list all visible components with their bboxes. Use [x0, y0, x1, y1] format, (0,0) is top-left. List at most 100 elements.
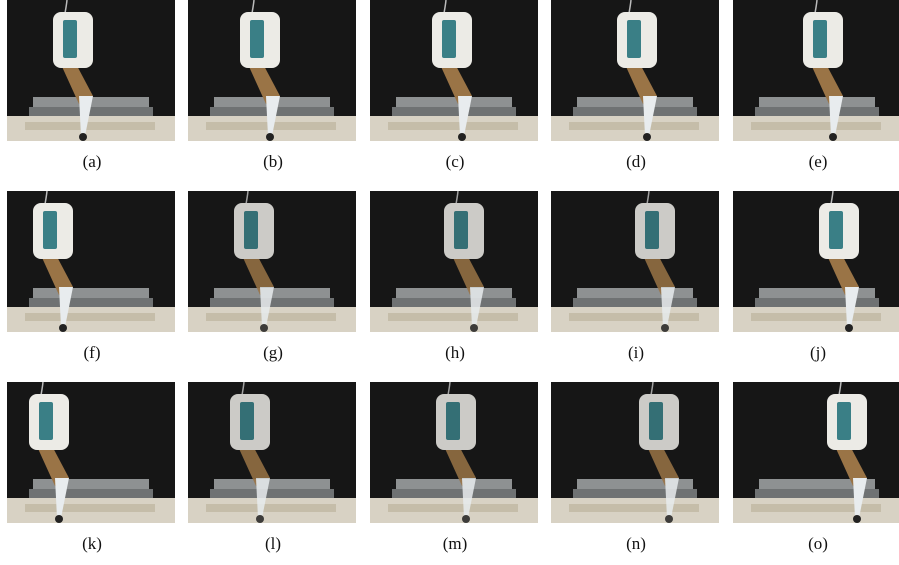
caption: (m) — [370, 534, 540, 554]
photo — [733, 382, 899, 523]
caption: (b) — [188, 152, 358, 172]
photo-panel: (e) — [733, 0, 899, 172]
caption: (i) — [551, 343, 721, 363]
platform-base — [29, 107, 153, 116]
photo-panel: (k) — [7, 382, 177, 554]
caption: (n) — [551, 534, 721, 554]
platform-base — [210, 489, 334, 498]
actuator-board — [837, 402, 851, 440]
floor-strip — [25, 504, 155, 512]
platform-base — [392, 107, 516, 116]
photo — [370, 382, 538, 523]
caption: (a) — [7, 152, 177, 172]
caption: (c) — [370, 152, 540, 172]
platform — [396, 479, 512, 489]
foot — [79, 133, 87, 141]
foot — [845, 324, 853, 332]
foot — [260, 324, 268, 332]
floor-strip — [751, 313, 881, 321]
platform — [577, 97, 693, 107]
platform-base — [573, 298, 697, 307]
photo — [188, 0, 356, 141]
foot — [665, 515, 673, 523]
platform — [214, 479, 330, 489]
platform — [33, 288, 149, 298]
platform-base — [573, 107, 697, 116]
floor-strip — [206, 313, 336, 321]
platform-base — [573, 489, 697, 498]
photo — [370, 0, 538, 141]
actuator-board — [43, 211, 57, 249]
actuator-board — [454, 211, 468, 249]
floor-strip — [25, 122, 155, 130]
platform — [396, 288, 512, 298]
floor-strip — [388, 122, 518, 130]
platform — [396, 97, 512, 107]
photo — [733, 191, 899, 332]
photo-panel: (f) — [7, 191, 177, 363]
photo — [188, 382, 356, 523]
photo-panel: (l) — [188, 382, 358, 554]
actuator-board — [250, 20, 264, 58]
platform — [33, 479, 149, 489]
photo — [370, 191, 538, 332]
platform — [759, 97, 875, 107]
platform-base — [29, 489, 153, 498]
photo-panel: (o) — [733, 382, 899, 554]
photo-panel: (c) — [370, 0, 540, 172]
caption: (d) — [551, 152, 721, 172]
photo-panel: (j) — [733, 191, 899, 363]
photo-panel: (g) — [188, 191, 358, 363]
platform-base — [755, 298, 879, 307]
actuator-board — [39, 402, 53, 440]
actuator-board — [829, 211, 843, 249]
photo-panel: (i) — [551, 191, 721, 363]
actuator-board — [244, 211, 258, 249]
platform-base — [755, 107, 879, 116]
caption: (k) — [7, 534, 177, 554]
platform-base — [210, 298, 334, 307]
caption: (l) — [188, 534, 358, 554]
actuator-board — [442, 20, 456, 58]
photo — [733, 0, 899, 141]
photo — [188, 191, 356, 332]
photo — [7, 382, 175, 523]
photo — [551, 191, 719, 332]
caption: (g) — [188, 343, 358, 363]
actuator-board — [813, 20, 827, 58]
floor-strip — [569, 504, 699, 512]
actuator-board — [649, 402, 663, 440]
foot — [661, 324, 669, 332]
photo — [7, 191, 175, 332]
actuator-board — [446, 402, 460, 440]
photo-panel: (m) — [370, 382, 540, 554]
floor-strip — [751, 122, 881, 130]
photo-panel: (d) — [551, 0, 721, 172]
foot — [462, 515, 470, 523]
foot — [829, 133, 837, 141]
photo-panel: (n) — [551, 382, 721, 554]
caption: (o) — [733, 534, 899, 554]
photo-panel: (b) — [188, 0, 358, 172]
foot — [256, 515, 264, 523]
foot — [458, 133, 466, 141]
floor-strip — [206, 504, 336, 512]
foot — [266, 133, 274, 141]
floor-strip — [569, 122, 699, 130]
actuator-board — [627, 20, 641, 58]
caption: (f) — [7, 343, 177, 363]
platform-base — [392, 298, 516, 307]
floor-strip — [388, 313, 518, 321]
photo — [7, 0, 175, 141]
actuator-board — [645, 211, 659, 249]
floor-strip — [569, 313, 699, 321]
foot — [853, 515, 861, 523]
foot — [55, 515, 63, 523]
actuator-board — [63, 20, 77, 58]
platform-base — [29, 298, 153, 307]
figure: (a) (b) (c) (d) (e) (f) (g) (h) (i) (j) (k) (l) (m) (… — [0, 0, 899, 565]
caption: (e) — [733, 152, 899, 172]
caption: (h) — [370, 343, 540, 363]
foot — [59, 324, 67, 332]
actuator-board — [240, 402, 254, 440]
